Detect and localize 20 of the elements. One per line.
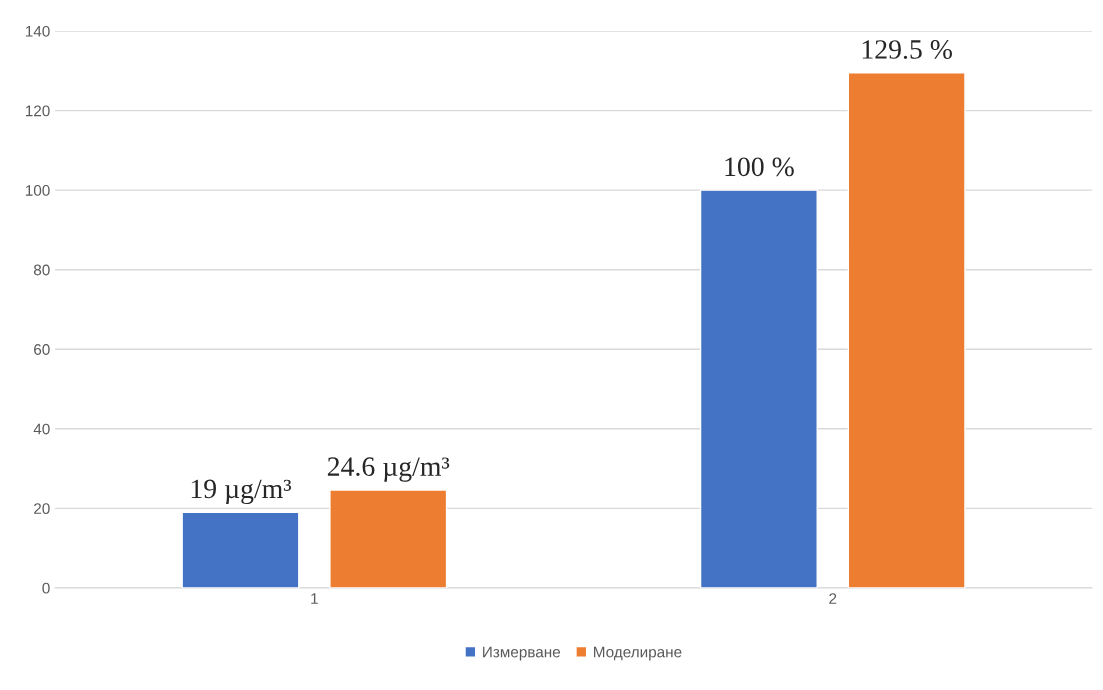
x-tick-label: 1	[311, 593, 318, 604]
y-tick-label: 100	[25, 185, 50, 196]
data-label: 19 µg/m³	[191, 479, 292, 504]
bar	[181, 511, 300, 588]
y-tick-label: 60	[34, 344, 50, 355]
data-label: 129.5 %	[862, 40, 952, 59]
y-tick-label: 40	[33, 423, 50, 435]
y-tick-label: 120	[25, 105, 50, 117]
bar	[847, 72, 966, 588]
legend-label: Измерване	[483, 646, 561, 661]
y-tick-label: 20	[34, 503, 50, 515]
x-tick-label: 2	[829, 593, 837, 604]
data-label: 100 %	[725, 157, 794, 177]
bar	[329, 489, 448, 588]
y-tick-label: 0	[42, 582, 50, 594]
bar	[699, 189, 818, 588]
legend-label: Моделиране	[594, 646, 682, 661]
y-tick-label: 80	[33, 264, 50, 276]
data-label: 24.6 µg/m³	[327, 457, 450, 482]
y-tick-label: 140	[25, 25, 50, 37]
